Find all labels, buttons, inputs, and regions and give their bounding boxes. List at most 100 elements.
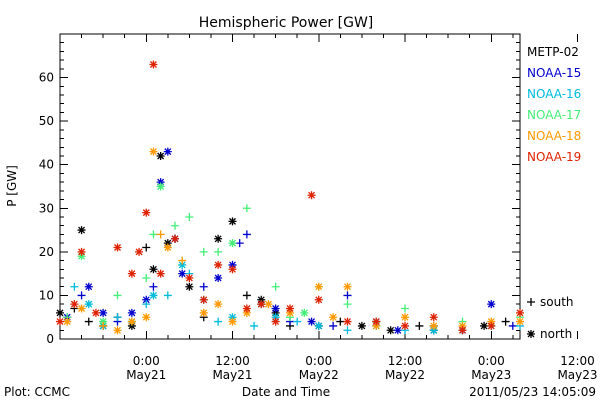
data-point [271, 317, 280, 326]
data-point [127, 308, 136, 317]
data-point [286, 308, 294, 317]
y-tick-label: 20 [39, 245, 54, 259]
data-point [242, 230, 251, 239]
x-tick-time: 0:00 [305, 354, 332, 368]
data-point [199, 295, 208, 304]
data-point [127, 321, 136, 330]
data-point [516, 317, 524, 326]
data-point [185, 274, 194, 282]
data-point [508, 321, 517, 330]
x-axis-label: Date and Time [242, 385, 330, 399]
data-point [77, 252, 86, 261]
data-point [163, 147, 172, 156]
data-points [56, 60, 524, 335]
data-point [329, 313, 338, 322]
data-point [113, 326, 122, 335]
data-point [235, 239, 244, 248]
data-point [429, 313, 438, 322]
data-point [343, 326, 352, 335]
data-point [70, 282, 79, 291]
data-point [401, 304, 409, 313]
legend-item: NOAA-18 [527, 129, 581, 143]
data-point [178, 256, 187, 265]
data-point [163, 239, 172, 248]
data-point [156, 152, 165, 160]
plot-frame [59, 33, 521, 340]
data-point [250, 321, 259, 330]
data-point [228, 217, 237, 226]
data-point [56, 308, 64, 317]
data-point [264, 300, 273, 309]
data-point [257, 300, 266, 309]
y-tick-label: 60 [39, 71, 54, 85]
data-point [527, 298, 535, 306]
data-point [286, 304, 294, 313]
data-point [271, 282, 280, 291]
data-point [156, 178, 165, 187]
legend-item: NOAA-19 [527, 150, 581, 164]
data-point [314, 321, 323, 330]
data-point [314, 295, 323, 304]
data-point [487, 317, 496, 326]
data-point [113, 313, 122, 322]
x-tick-time: 12:00 [388, 354, 423, 368]
legend-item: NOAA-15 [527, 66, 581, 80]
data-point [458, 321, 467, 330]
y-tick-label: 50 [39, 114, 54, 128]
data-point [372, 317, 381, 326]
data-point [171, 234, 179, 243]
data-point [242, 304, 251, 313]
x-tick-date: May23 [471, 368, 511, 382]
x-tick-time: 12:00 [560, 354, 595, 368]
data-point [214, 234, 223, 243]
legend-item: NOAA-16 [527, 87, 581, 101]
data-point [142, 300, 151, 309]
data-point [127, 317, 136, 326]
y-tick-label: 40 [39, 158, 54, 172]
data-point [228, 239, 237, 248]
data-point [271, 308, 280, 317]
data-point [171, 221, 179, 230]
x-tick-date: May21 [126, 368, 166, 382]
data-point [149, 291, 158, 300]
data-point [77, 247, 86, 256]
data-point [99, 317, 108, 326]
data-point [77, 304, 86, 313]
data-point [84, 282, 93, 291]
footer-plot-credit: Plot: CCMC [4, 385, 70, 399]
data-point [84, 300, 93, 309]
data-point [271, 313, 280, 322]
data-point [91, 308, 100, 317]
chart-title: Hemispheric Power [GW] [199, 15, 374, 31]
data-point [149, 60, 158, 69]
data-point [401, 321, 409, 330]
data-point [163, 291, 172, 300]
data-point [199, 308, 208, 317]
data-point [63, 317, 72, 326]
data-point [113, 243, 122, 252]
data-point [242, 291, 251, 300]
data-point [185, 282, 194, 291]
data-point [163, 243, 172, 252]
data-point [386, 326, 395, 335]
data-point [257, 295, 266, 304]
data-point [214, 260, 223, 269]
data-point [70, 300, 79, 309]
data-point [300, 308, 309, 317]
data-point [214, 247, 223, 256]
data-point [77, 226, 86, 235]
x-tick-date: May23 [557, 368, 597, 382]
data-point [343, 291, 352, 300]
data-point [77, 291, 86, 300]
data-point [480, 321, 489, 330]
legend: METP-02 NOAA-15 NOAA-16 NOAA-17 NOAA-18 NOAA-… [527, 45, 581, 164]
x-axis: 0:00May2112:00May210:00May2212:00May220:… [81, 34, 598, 382]
data-point [214, 317, 223, 326]
data-point [142, 313, 151, 322]
data-point [242, 204, 251, 213]
data-point [429, 321, 438, 330]
data-point [199, 247, 208, 256]
data-point [228, 313, 237, 322]
data-point [458, 326, 467, 335]
